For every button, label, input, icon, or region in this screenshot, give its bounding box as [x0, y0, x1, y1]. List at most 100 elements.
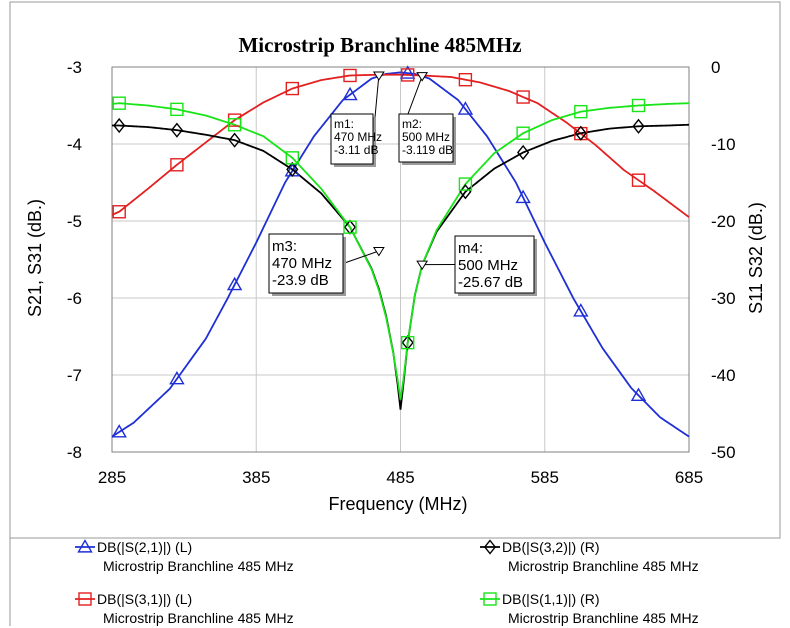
marker-point-icon — [416, 260, 429, 271]
marker-box — [268, 233, 344, 294]
plot-area-border — [111, 66, 690, 453]
data-point-marker — [342, 86, 358, 101]
marker-text: 500 MHz — [402, 130, 450, 144]
marker-point-icon — [372, 71, 385, 81]
data-point-marker — [343, 220, 357, 234]
series-3 — [112, 123, 690, 410]
chart-frame — [9, 1, 781, 539]
data-point-marker — [170, 122, 184, 138]
legend-swatch-marker — [78, 592, 92, 606]
y-tick-label-left: -6 — [67, 289, 82, 308]
y-tick-label-right: -30 — [711, 289, 736, 308]
data-point-marker — [631, 98, 646, 113]
data-point-marker — [574, 104, 588, 119]
data-point-marker — [226, 276, 243, 291]
data-point-marker — [400, 65, 416, 79]
marker-text: 500 MHz — [458, 257, 518, 274]
data-point-marker — [515, 189, 531, 204]
legend-swatch-marker — [483, 592, 497, 606]
data-point-marker — [228, 132, 241, 148]
marker-annotation-m2: m2:500 MHz-3.119 dB — [398, 72, 456, 165]
data-point-marker — [112, 96, 126, 110]
data-point-marker — [401, 68, 415, 82]
x-tick-label: 285 — [98, 468, 126, 487]
series-lines — [111, 71, 690, 438]
data-point-marker — [632, 118, 645, 134]
y-tick-label-right: -10 — [711, 135, 736, 154]
data-point-marker — [630, 387, 647, 401]
marker-text: -3.119 dB — [402, 143, 453, 157]
data-point-marker — [112, 205, 126, 219]
y-tick-label-right: -40 — [711, 366, 736, 385]
data-point-marker — [517, 144, 530, 161]
data-point-marker — [285, 151, 300, 165]
x-tick-label: 585 — [531, 468, 559, 487]
data-markers — [111, 65, 647, 438]
series-4-markers — [112, 96, 646, 350]
series-2 — [111, 73, 690, 218]
data-point-marker — [343, 68, 357, 83]
legend-entry-2: DB(|S(3,1)|) (L) Microstrip Branchline 48… — [75, 591, 294, 626]
marker-annotation-m4: m4:500 MHz-25.67 dB — [416, 235, 537, 296]
legend-swatch-marker — [77, 539, 93, 553]
marker-box — [454, 235, 535, 294]
marker-annotation-m3: m3:470 MHz-23.9 dB — [268, 233, 385, 296]
marker-text: m2: — [402, 117, 422, 131]
legend-series-name: DB(|S(1,1)|) (R) — [502, 591, 600, 607]
legend-swatch-marker — [483, 539, 497, 555]
legend-series-source: Microstrip Branchline 485 MHz — [508, 558, 699, 574]
marker-text: 470 MHz — [272, 255, 332, 272]
data-point-marker — [457, 101, 474, 115]
x-tick-label: 685 — [675, 468, 703, 487]
legend-series-name: DB(|S(3,2)|) (R) — [502, 539, 600, 555]
data-point-marker — [111, 424, 127, 438]
chart-title: Microstrip Branchline 485MHz — [238, 33, 521, 57]
x-tick-label: 385 — [242, 468, 270, 487]
data-point-marker — [516, 126, 530, 140]
series-line — [111, 73, 690, 218]
y-tick-label-left: -7 — [67, 366, 82, 385]
data-point-marker — [113, 117, 126, 134]
legend-entry-4: DB(|S(1,1)|) (R) Microstrip Branchline 48… — [480, 591, 699, 626]
y-axis-label-right: S11 S32 (dB.) — [746, 202, 766, 314]
data-point-marker — [458, 177, 473, 191]
data-point-marker — [631, 173, 646, 187]
data-point-marker — [574, 125, 587, 141]
data-point-marker — [227, 118, 242, 132]
y-tick-label-right: 0 — [711, 58, 720, 77]
series-2-markers — [112, 68, 646, 219]
y-tick-label-right: -50 — [711, 443, 736, 462]
y-tick-label-right: -20 — [711, 212, 736, 231]
marker-text: -3.11 dB — [334, 143, 378, 157]
marker-text: 470 MHz — [334, 130, 382, 144]
data-point-marker — [285, 81, 300, 96]
series-1 — [111, 71, 690, 438]
marker-text: m1: — [334, 117, 354, 131]
legend-series-name: DB(|S(2,1)|) (L) — [97, 539, 192, 555]
y-tick-label-left: -3 — [67, 58, 82, 77]
legend-entry-1: DB(|S(2,1)|) (L) Microstrip Branchline 48… — [75, 539, 294, 574]
series-3-markers — [113, 117, 645, 351]
legend-series-source: Microstrip Branchline 485 MHz — [103, 558, 294, 574]
marker-box — [398, 113, 454, 163]
axes — [111, 66, 690, 453]
marker-box — [330, 113, 374, 165]
series-line — [111, 71, 690, 438]
data-point-marker — [516, 90, 530, 104]
data-point-marker — [170, 158, 184, 172]
series-4 — [111, 102, 690, 400]
marker-text: m4: — [458, 240, 483, 257]
y-tick-label-left: -8 — [67, 443, 82, 462]
legend-series-name: DB(|S(3,1)|) (L) — [97, 591, 192, 607]
legend-entry-3: DB(|S(3,2)|) (R) Microstrip Branchline 48… — [480, 539, 699, 574]
legend: DB(|S(2,1)|) (L) Microstrip Branchline 48… — [75, 539, 699, 626]
data-point-marker — [169, 370, 185, 385]
y-tick-label-left: -5 — [67, 212, 82, 231]
x-tick-label: 485 — [386, 468, 414, 487]
x-axis-label: Frequency (MHz) — [328, 494, 467, 514]
data-point-marker — [573, 303, 589, 317]
y-axis-label-left: S21, S31 (dB.) — [25, 199, 45, 317]
